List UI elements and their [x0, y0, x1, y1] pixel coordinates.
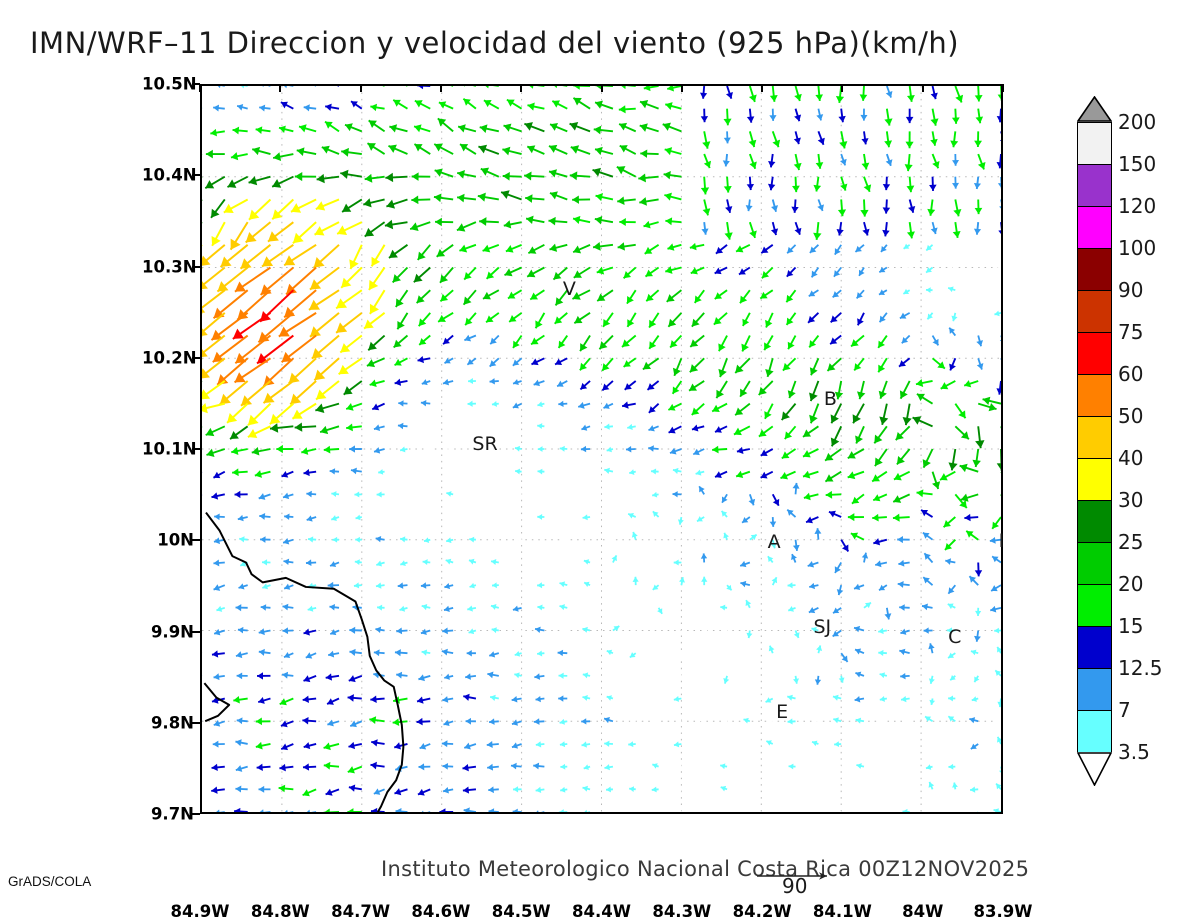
- colorbar-tick-label: 50: [1118, 404, 1143, 428]
- colorbar-tick-label: 20: [1118, 572, 1143, 596]
- y-axis-tick-label: 9.8N: [142, 713, 194, 732]
- colorbar-band: [1077, 164, 1112, 206]
- colorbar-min-arrow: [1077, 752, 1112, 786]
- x-axis-tick: [681, 84, 683, 92]
- colorbar-band: [1077, 122, 1112, 164]
- x-axis-tick-label: 84.4W: [572, 902, 631, 921]
- y-axis-tick: [192, 266, 200, 268]
- colorbar-band: [1077, 374, 1112, 416]
- colorbar-band: [1077, 248, 1112, 290]
- colorbar-band: [1077, 584, 1112, 626]
- colorbar-band: [1077, 416, 1112, 458]
- y-axis-tick: [192, 722, 200, 724]
- colorbar-tick-label: 120: [1118, 194, 1156, 218]
- y-axis-tick-label: 9.9N: [142, 622, 194, 641]
- colorbar-tick-label: 25: [1118, 530, 1143, 554]
- colorbar-tick-label: 15: [1118, 614, 1143, 638]
- colorbar-band: [1077, 500, 1112, 542]
- colorbar-band: [1077, 542, 1112, 584]
- y-axis-tick: [192, 448, 200, 450]
- y-axis-tick-label: 10.3N: [142, 257, 194, 276]
- colorbar-band: [1077, 626, 1112, 668]
- colorbar-band: [1077, 290, 1112, 332]
- x-axis-tick: [841, 84, 843, 92]
- x-axis-tick: [761, 84, 763, 92]
- x-axis-tick-label: 84W: [902, 902, 943, 921]
- y-axis-tick: [192, 174, 200, 176]
- colorbar-max-arrow: [1077, 96, 1112, 122]
- colorbar-tick-label: 40: [1118, 446, 1143, 470]
- y-axis-tick-label: 10.4N: [142, 166, 194, 185]
- x-axis-tick-label: 83.9W: [974, 902, 1033, 921]
- y-axis-tick: [192, 539, 200, 541]
- colorbar-tick-label: 12.5: [1118, 656, 1163, 680]
- map-canvas[interactable]: [200, 84, 1003, 814]
- colorbar-tick-label: 3.5: [1118, 740, 1150, 764]
- page-title: IMN/WRF–11 Direccion y velocidad del vie…: [30, 26, 959, 60]
- y-axis-tick-label: 10.1N: [142, 440, 194, 459]
- y-axis-tick-label: 9.7N: [142, 805, 194, 824]
- colorbar-tick-label: 150: [1118, 152, 1156, 176]
- y-axis-tick: [192, 813, 200, 815]
- x-axis-tick: [520, 84, 522, 92]
- x-axis-tick-label: 84.2W: [733, 902, 792, 921]
- colorbar-band: [1077, 332, 1112, 374]
- colorbar-band: [1077, 668, 1112, 710]
- x-axis-tick: [1002, 84, 1004, 92]
- x-axis-tick-label: 84.1W: [813, 902, 872, 921]
- colorbar-tick-label: 7: [1118, 698, 1131, 722]
- x-axis-tick: [199, 84, 201, 92]
- x-axis-tick-label: 84.5W: [492, 902, 551, 921]
- colorbar-tick-label: 60: [1118, 362, 1143, 386]
- x-axis-tick: [601, 84, 603, 92]
- colorbar-band: [1077, 458, 1112, 500]
- colorbar-tick-label: 30: [1118, 488, 1143, 512]
- y-axis-tick-label: 10.5N: [142, 75, 194, 94]
- x-axis-tick-label: 84.7W: [331, 902, 390, 921]
- x-axis-tick-label: 84.9W: [171, 902, 230, 921]
- grads-watermark: GrADS/COLA: [8, 874, 91, 889]
- y-axis-tick-label: 10N: [142, 531, 194, 550]
- footer-credit: Instituto Meteorologico Nacional Costa R…: [381, 857, 1029, 881]
- x-axis-tick-label: 84.8W: [251, 902, 310, 921]
- x-axis-tick: [360, 84, 362, 92]
- colorbar-band: [1077, 206, 1112, 248]
- colorbar-tick-label: 75: [1118, 320, 1143, 344]
- colorbar-band: [1077, 710, 1112, 752]
- y-axis-tick-label: 10.2N: [142, 348, 194, 367]
- colorbar-tick-label: 90: [1118, 278, 1143, 302]
- reference-vector-label: 90: [782, 874, 807, 898]
- x-axis-tick-label: 84.6W: [411, 902, 470, 921]
- colorbar-tick-label: 100: [1118, 236, 1156, 260]
- y-axis-tick: [192, 631, 200, 633]
- colorbar-tick-label: 200: [1118, 110, 1156, 134]
- wind-vector-field: [202, 86, 1001, 812]
- y-axis-tick: [192, 357, 200, 359]
- x-axis-tick: [922, 84, 924, 92]
- x-axis-tick-label: 84.3W: [652, 902, 711, 921]
- x-axis-tick: [440, 84, 442, 92]
- x-axis-tick: [279, 84, 281, 92]
